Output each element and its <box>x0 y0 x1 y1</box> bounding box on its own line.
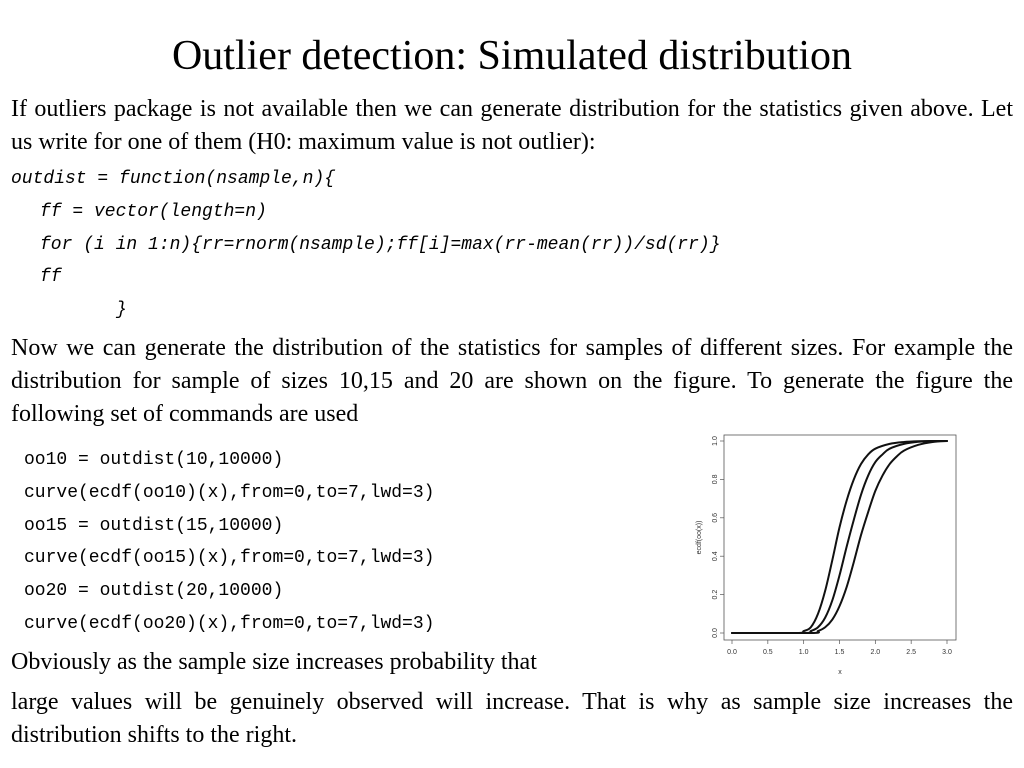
ecdf-curve-2 <box>731 440 948 634</box>
function-code-line-4: ff <box>40 267 62 287</box>
command-line-4: curve(ecdf(oo15)(x),from=0,to=7,lwd=3) <box>24 548 435 568</box>
ecdf-curve-1 <box>731 440 948 634</box>
x-tick-label: 2.0 <box>870 649 880 656</box>
x-axis-label: x <box>838 669 842 676</box>
ecdf-curve-3 <box>731 440 948 634</box>
command-line-3: oo15 = outdist(15,10000) <box>24 516 284 536</box>
y-tick-label: 0.8 <box>712 474 719 484</box>
function-code-line-3: for (i in 1:n){rr=rnorm(nsample);ff[i]=m… <box>40 235 721 255</box>
x-tick-label: 0.0 <box>727 649 737 656</box>
x-tick-label: 1.0 <box>799 649 809 656</box>
command-line-2: curve(ecdf(oo10)(x),from=0,to=7,lwd=3) <box>24 483 435 503</box>
slide-title: Outlier detection: Simulated distributio… <box>171 33 853 79</box>
y-axis-label: ecdf(oo(x)) <box>696 521 703 555</box>
x-tick-label: 3.0 <box>942 649 952 656</box>
function-code-line-2: ff = vector(length=n) <box>40 202 267 222</box>
x-tick-label: 2.5 <box>906 649 916 656</box>
y-tick-label: 0.2 <box>712 590 719 600</box>
ecdf-chart: 0.0 0.5 1.0 1.5 2.0 2.5 3.0 0.0 0.2 0.4 0.6 0.8 1.0 x… <box>694 430 964 680</box>
middle-paragraph: Now we can generate the distribution of … <box>11 335 1013 427</box>
conclusion-line-1: Obviously as the sample size increases p… <box>11 649 537 675</box>
x-tick-label: 1.5 <box>835 649 845 656</box>
intro-paragraph: If outliers package is not available the… <box>11 96 1013 155</box>
plot-frame <box>723 434 957 641</box>
command-line-1: oo10 = outdist(10,10000) <box>24 450 284 470</box>
y-tick-label: 0.4 <box>712 551 719 561</box>
y-tick-label: 0.0 <box>712 628 719 638</box>
y-tick-label: 1.0 <box>712 436 719 446</box>
y-tick-label: 0.6 <box>712 513 719 523</box>
function-code-line-1: outdist = function(nsample,n){ <box>11 169 336 189</box>
conclusion-paragraph: large values will be genuinely observed … <box>11 689 1013 748</box>
x-tick-label: 0.5 <box>763 649 773 656</box>
command-line-5: oo20 = outdist(20,10000) <box>24 581 284 601</box>
command-line-6: curve(ecdf(oo20)(x),from=0,to=7,lwd=3) <box>24 614 435 634</box>
function-code-line-5: } <box>116 300 127 320</box>
ecdf-chart-svg: 0.0 0.5 1.0 1.5 2.0 2.5 3.0 0.0 0.2 0.4 0.6 0.8 1.0 x… <box>696 434 957 676</box>
